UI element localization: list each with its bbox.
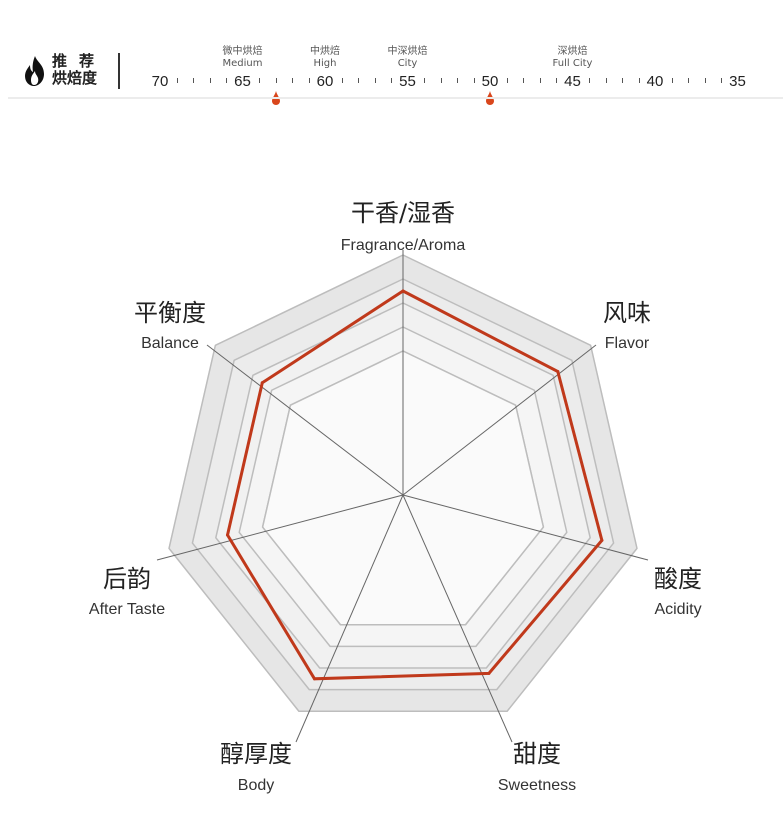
scale-tick [226,78,227,83]
scale-tick [622,78,623,83]
scale-tick [506,78,508,83]
scale-tick [259,78,260,83]
axis-label-en: Body [238,777,274,794]
axis-label-cn: 酸度 [654,565,702,593]
axis-label-cn: 风味 [603,299,651,327]
scale-tick [671,78,673,83]
scale-tick [473,78,475,83]
roast-level-label: 微中烘焙 Medium [223,46,263,70]
data-point [312,677,316,681]
ring-line [168,254,638,712]
scale-tick [176,78,178,83]
axis-label-en: Acidity [654,601,701,618]
scale-tick [457,78,458,83]
scale-baseline [8,97,783,99]
ring-line [191,278,615,691]
roast-level-cn: 中烘焙 [310,46,340,57]
scale-tick [358,78,359,83]
flame-icon [25,56,44,86]
ring-line [261,350,545,626]
data-point [600,538,604,542]
axis-label-cn: 醇厚度 [220,740,292,768]
axis-label-cn: 甜度 [513,740,561,768]
scale-tick [391,78,392,83]
scale-tick [374,78,376,83]
roast-level-label: 中深烘焙 City [388,46,428,70]
axis-label-cn: 后韵 [103,565,151,593]
recommended-roast-title: 推荐 烘焙度 [52,52,107,87]
axis-label-en: Balance [141,335,199,352]
roast-level-en: City [397,58,418,69]
axis-label-en: Fragrance/Aroma [341,237,466,254]
axis-line [206,344,404,496]
roast-level-cn: 微中烘焙 [222,46,263,57]
ring-line [215,302,591,669]
ring-line [238,326,568,648]
divider [118,53,120,89]
scale-tick [209,78,211,83]
scale-tick [424,78,425,83]
roast-level-header: 推荐 烘焙度 70 65 60 55 50 45 40 35 微中烘焙 Medium 中烘焙 High… [0,0,783,120]
scale-number: 40 [646,73,664,90]
scale-tick [275,78,277,83]
scale-number: 65 [234,73,251,90]
axis-label-cn: 干香/湿香 [351,199,455,227]
roast-level-cn: 深烘焙 [557,46,588,57]
axis-line [156,494,404,561]
scale-tick [539,78,541,83]
roast-level-en: High [313,58,337,69]
roast-level-cn: 中深烘焙 [387,46,428,57]
axis-label-cn: 平衡度 [134,299,206,327]
scale-tick [440,78,442,83]
data-point [226,533,230,537]
scale-tick [341,78,343,83]
roast-level-label: 深烘焙 Full City [553,46,593,70]
scale-number: 35 [729,73,746,90]
scale-number: 50 [481,73,499,90]
data-series-line [225,289,604,681]
scale-tick [193,78,194,83]
data-point [556,370,560,374]
scale-tick [688,78,689,83]
scale-tick [721,78,722,83]
scale-tick [523,78,524,83]
data-point [260,381,264,385]
axis-line [402,494,649,561]
roast-level-en: Full City [552,58,593,69]
scale-tick [704,78,706,83]
scale-number: 60 [316,73,334,90]
roast-level-label: 中烘焙 High [310,46,340,70]
roast-level-en: Medium [222,58,263,69]
axis-line [295,494,404,743]
scale-tick [605,78,607,83]
scale-tick [638,78,640,83]
scale-tick [556,78,557,83]
scale-number: 45 [564,73,581,90]
scale-number: 55 [399,73,416,90]
scale-tick [292,78,293,83]
axis-label-en: After Taste [89,601,165,618]
data-point [401,289,405,293]
scale-tick [308,78,310,83]
axis-label-en: Sweetness [498,777,576,794]
scale-number: 70 [151,73,169,90]
scale-tick [589,78,590,83]
axis-label-en: Flavor [605,335,650,352]
axis-line [402,344,597,496]
data-point [487,671,491,675]
axis-line [402,494,513,743]
